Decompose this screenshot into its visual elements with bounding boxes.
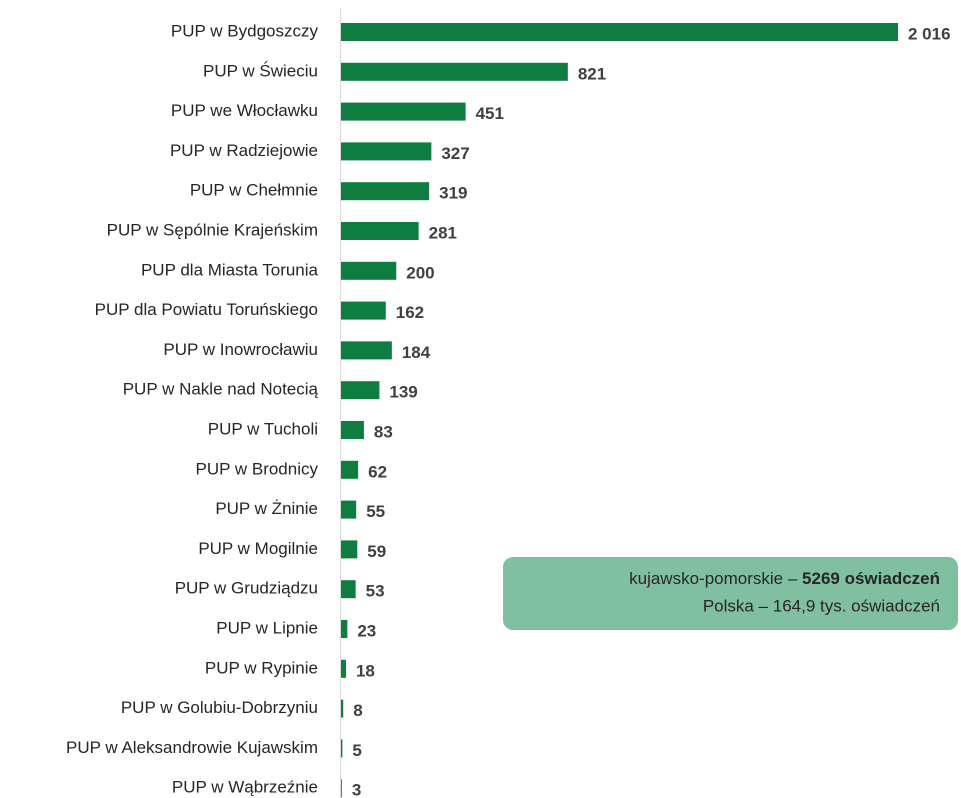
data-label: 451 (476, 104, 504, 123)
category-label: PUP w Nakle nad Notecią (123, 380, 319, 399)
bar (341, 341, 392, 360)
bar (341, 659, 346, 678)
category-label: PUP w Bydgoszczy (171, 21, 319, 40)
data-label: 281 (429, 223, 457, 242)
bar (341, 182, 430, 201)
category-label: PUP w Rypinie (205, 658, 318, 677)
bar (341, 222, 419, 240)
annotation-box (503, 557, 958, 630)
category-label: PUP w Brodnicy (195, 459, 318, 478)
data-label: 55 (366, 502, 385, 521)
bar (341, 779, 342, 798)
bar (341, 62, 568, 81)
category-label: PUP w Inowrocławiu (163, 340, 318, 359)
category-label: PUP w Grudziądzu (175, 579, 318, 598)
category-label: PUP dla Miasta Torunia (141, 260, 319, 279)
bar (341, 261, 397, 280)
bar (341, 421, 364, 439)
bar (341, 739, 343, 758)
annotation-line1: kujawsko-pomorskie – 5269 oświadczeń (629, 569, 940, 588)
bar (341, 142, 432, 161)
category-label: PUP w Golubiu-Dobrzyniu (121, 698, 318, 717)
bar (341, 540, 358, 559)
data-label: 59 (367, 542, 386, 561)
bar (341, 381, 380, 400)
bar (341, 460, 359, 479)
annotation-line2: Polska – 164,9 tys. oświadczeń (703, 596, 940, 615)
data-label: 5 (352, 741, 361, 760)
bar (341, 580, 356, 599)
bar (341, 699, 344, 718)
category-label: PUP dla Powiatu Toruńskiego (95, 300, 318, 319)
annotation-text: kujawsko-pomorskie – (629, 569, 802, 588)
data-label: 23 (357, 621, 376, 640)
data-label: 162 (396, 303, 424, 322)
data-label: 139 (389, 383, 417, 402)
data-label: 83 (374, 422, 393, 441)
category-label: PUP w Wąbrzeźnie (172, 778, 318, 797)
category-label: PUP we Włocławku (171, 101, 318, 120)
data-label: 18 (356, 661, 375, 680)
annotation-bold: 5269 oświadczeń (802, 569, 940, 588)
category-label: PUP w Świeciu (203, 61, 318, 80)
data-label: 62 (368, 462, 387, 481)
category-label: PUP w Lipnie (216, 618, 318, 637)
bar (341, 301, 386, 320)
data-label: 2 016 (908, 24, 951, 43)
category-label: PUP w Żninie (215, 499, 318, 518)
bar (341, 500, 357, 519)
data-label: 8 (353, 701, 362, 720)
data-label: 821 (578, 64, 606, 83)
data-label: 53 (366, 582, 385, 601)
data-label: 200 (406, 263, 434, 282)
category-label: PUP w Aleksandrowie Kujawskim (66, 738, 318, 757)
data-label: 327 (441, 144, 469, 163)
category-label: PUP w Radziejowie (170, 141, 318, 160)
category-label: PUP w Sępólnie Krajeńskim (107, 220, 318, 239)
category-label: PUP w Tucholi (208, 419, 318, 438)
data-label: 319 (439, 184, 467, 203)
data-label: 3 (352, 781, 361, 798)
data-label: 184 (402, 343, 431, 362)
bar (341, 23, 898, 41)
category-label: PUP w Chełmnie (190, 181, 318, 200)
category-label: PUP w Mogilnie (198, 539, 318, 558)
bar (341, 102, 466, 121)
bar (341, 620, 348, 638)
